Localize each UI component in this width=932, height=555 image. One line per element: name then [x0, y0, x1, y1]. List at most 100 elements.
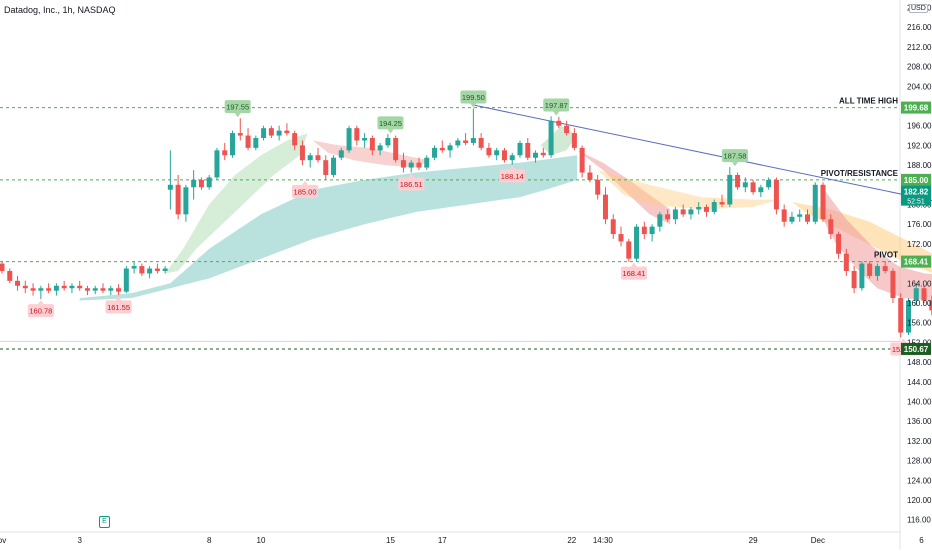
annotation-badge-7 [292, 184, 319, 198]
annotation-badge-8 [398, 177, 425, 191]
price-tick-15[interactable]: 176.00 [907, 220, 932, 229]
time-tick-2[interactable]: 8 [207, 536, 212, 545]
price-tick-6[interactable]: 140.00 [907, 398, 932, 407]
candle-body-25 [191, 179, 197, 188]
annotation-pointer-6 [115, 296, 122, 301]
candle-body-112 [867, 263, 873, 276]
level-price-badge-1[interactable] [901, 173, 931, 186]
candle-body-91 [703, 206, 709, 212]
candle-body-43 [331, 157, 337, 175]
time-tick-5[interactable]: 17 [438, 536, 447, 545]
candle-body-74 [571, 133, 577, 148]
candle-body-47 [362, 138, 368, 141]
candle-body-120 [929, 300, 932, 311]
price-tick-14[interactable]: 172.00 [907, 240, 932, 249]
annotation-label-7: 185.00 [294, 187, 317, 196]
price-tick-23[interactable]: 208.00 [907, 63, 932, 72]
price-tick-22[interactable]: 204.00 [907, 82, 932, 91]
annotation-label-3: 197.87 [545, 101, 568, 110]
candle-body-103 [797, 214, 803, 217]
price-tick-11[interactable]: 160.00 [907, 299, 932, 308]
candle-body-93 [719, 202, 725, 205]
time-tick-4[interactable]: 15 [386, 536, 395, 545]
time-tick-8[interactable]: 29 [749, 536, 758, 545]
annotation-badge-9 [499, 169, 526, 183]
time-tick-10[interactable]: 6 [919, 536, 924, 545]
candle-body-61 [470, 138, 476, 143]
price-tick-24[interactable]: 212.00 [907, 43, 932, 52]
time-tick-7[interactable]: 14:30 [593, 536, 614, 545]
current-price-badge[interactable] [901, 185, 931, 206]
candle-body-111 [859, 263, 865, 289]
candle-body-16 [123, 268, 129, 292]
annotation-pointer-1 [387, 129, 394, 134]
level-price-badge-2[interactable] [901, 255, 931, 268]
annotation-pointer-4 [731, 162, 738, 167]
price-tick-19[interactable]: 192.00 [907, 141, 932, 150]
price-tick-9[interactable]: 152.00 [907, 338, 932, 347]
candle-body-99 [766, 179, 772, 188]
time-tick-9[interactable]: Dec [811, 536, 825, 545]
earnings-icon[interactable]: E [99, 516, 110, 528]
price-tick-25[interactable]: 216.00 [907, 23, 932, 32]
ribbon-green-top [540, 125, 577, 156]
price-tick-1[interactable]: 120.00 [907, 496, 932, 505]
price-tick-5[interactable]: 136.00 [907, 417, 932, 426]
candle-body-26 [198, 179, 204, 188]
candle-body-106 [820, 184, 826, 220]
annotation-badge-10 [620, 266, 647, 280]
candle-body-96 [742, 182, 748, 188]
candle-body-50 [385, 138, 391, 146]
level-price-badge-0[interactable] [901, 101, 931, 114]
candle-body-79 [610, 219, 616, 235]
resistance-trendline[interactable] [473, 104, 932, 236]
price-tick-3[interactable]: 128.00 [907, 457, 932, 466]
candle-body-72 [556, 120, 562, 126]
time-tick-0[interactable]: ov [0, 536, 6, 545]
candle-body-97 [750, 182, 756, 193]
candle-body-3 [22, 285, 28, 289]
candle-body-82 [634, 226, 640, 259]
time-axis[interactable]: ov381015172214:3029Dec68131520 [0, 536, 932, 545]
candle-body-40 [307, 155, 313, 161]
candle-body-69 [533, 152, 539, 158]
price-tick-0[interactable]: 116.00 [907, 516, 931, 525]
candle-body-87 [672, 209, 678, 220]
price-axis[interactable]: 116.00 120.00 124.00 128.00 132.00 136.00 140.… [901, 4, 932, 525]
candle-body-12 [92, 288, 98, 291]
price-tick-18[interactable]: 188.00 [907, 161, 932, 170]
annotation-label-2: 199.50 [462, 93, 485, 102]
annotation-pointer-0 [234, 113, 241, 118]
candle-body-81 [626, 241, 632, 259]
annotation-pointer-9 [509, 165, 516, 170]
candle-body-77 [595, 179, 601, 195]
candle-body-17 [131, 266, 137, 269]
time-tick-6[interactable]: 22 [567, 536, 576, 545]
candle-body-65 [501, 150, 507, 161]
annotation-label-5: 160.78 [29, 307, 52, 316]
price-tick-8[interactable]: 148.00 [907, 358, 932, 367]
trendline-layer[interactable] [473, 104, 932, 236]
candle-body-37 [284, 130, 290, 134]
candle-body-114 [882, 266, 888, 271]
time-tick-3[interactable]: 10 [257, 536, 266, 545]
symbol-title[interactable]: Datadog, Inc., 1h, NASDAQ [4, 5, 116, 15]
level-label-1: PIVOT/RESISTANCE [821, 169, 899, 178]
price-tick-7[interactable]: 144.00 [907, 378, 932, 387]
time-tick-1[interactable]: 3 [77, 536, 82, 545]
price-tick-20[interactable]: 196.00 [907, 122, 932, 131]
candle-body-6 [46, 288, 52, 291]
price-tick-4[interactable]: 132.00 [907, 437, 932, 446]
price-tick-12[interactable]: 164.00 [907, 279, 932, 288]
price-tick-10[interactable]: 156.00 [907, 319, 932, 328]
candle-body-31 [237, 133, 243, 136]
candle-body-4 [30, 288, 36, 291]
price-tick-2[interactable]: 124.00 [907, 476, 932, 485]
ribbon-teal [79, 155, 577, 301]
level-price-badge-3[interactable] [901, 342, 931, 355]
level-price-text-3: 150.67 [904, 345, 929, 354]
candles-layer [0, 108, 932, 338]
currency-badge[interactable]: USD [909, 4, 928, 13]
